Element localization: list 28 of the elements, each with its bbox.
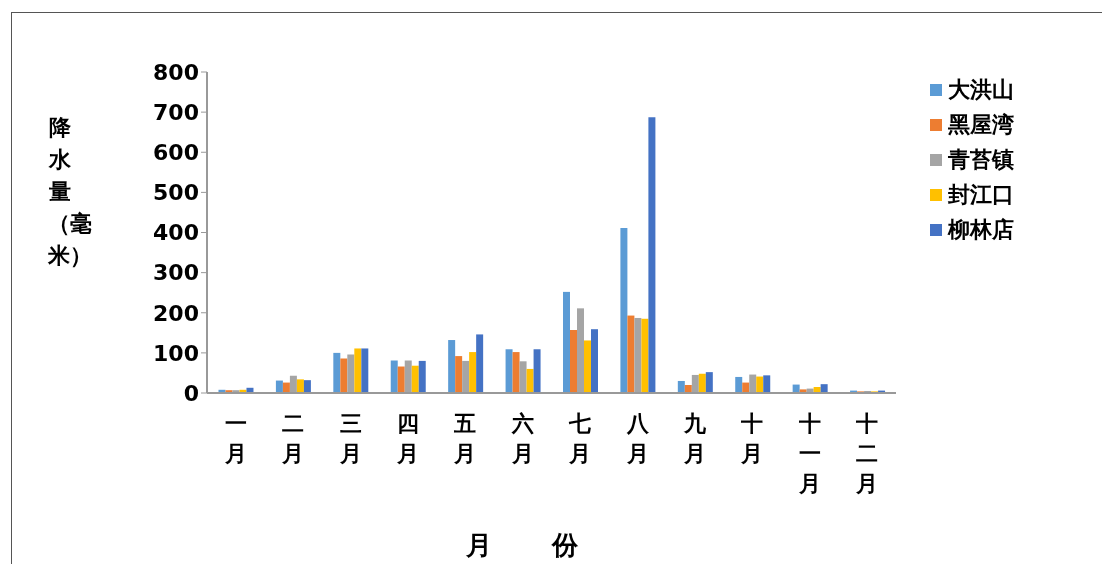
x-tick-label: 五月 — [453, 411, 477, 466]
x-tick-label: 十一月 — [797, 411, 821, 496]
y-tick-label: 700 — [153, 99, 199, 125]
y-tick-label: 0 — [183, 380, 199, 406]
x-tick-label: 四月 — [395, 411, 419, 466]
y-tick-label: 100 — [153, 340, 199, 366]
y-tick-label: 400 — [153, 220, 199, 246]
legend-label: 大洪山 — [948, 76, 1014, 104]
x-tick-label: 一月 — [223, 411, 247, 466]
y-tick-label: 800 — [153, 59, 199, 85]
x-tick-label: 三月 — [338, 411, 362, 466]
y-tick-label: 500 — [153, 180, 199, 206]
y-tick-label: 200 — [153, 300, 199, 326]
legend-label: 封江口 — [948, 181, 1014, 209]
x-tick-label: 二月 — [281, 411, 305, 466]
x-tick-label: 六月 — [510, 411, 534, 466]
x-tick-label: 八月 — [625, 411, 650, 466]
y-tick-label: 300 — [153, 260, 199, 286]
x-tick-label: 七月 — [568, 411, 592, 466]
legend-label: 柳林店 — [948, 216, 1014, 244]
y-tick-label: 600 — [153, 140, 199, 166]
x-tick-label: 九月 — [683, 411, 708, 466]
legend-label: 青苔镇 — [948, 146, 1014, 174]
y-axis-title: 降水量（毫米） — [48, 114, 92, 270]
legend-label: 黑屋湾 — [948, 111, 1014, 139]
x-axis-title: 月份 — [464, 530, 638, 560]
x-tick-label: 十月 — [740, 411, 764, 466]
x-tick-label: 十二月 — [855, 411, 879, 496]
